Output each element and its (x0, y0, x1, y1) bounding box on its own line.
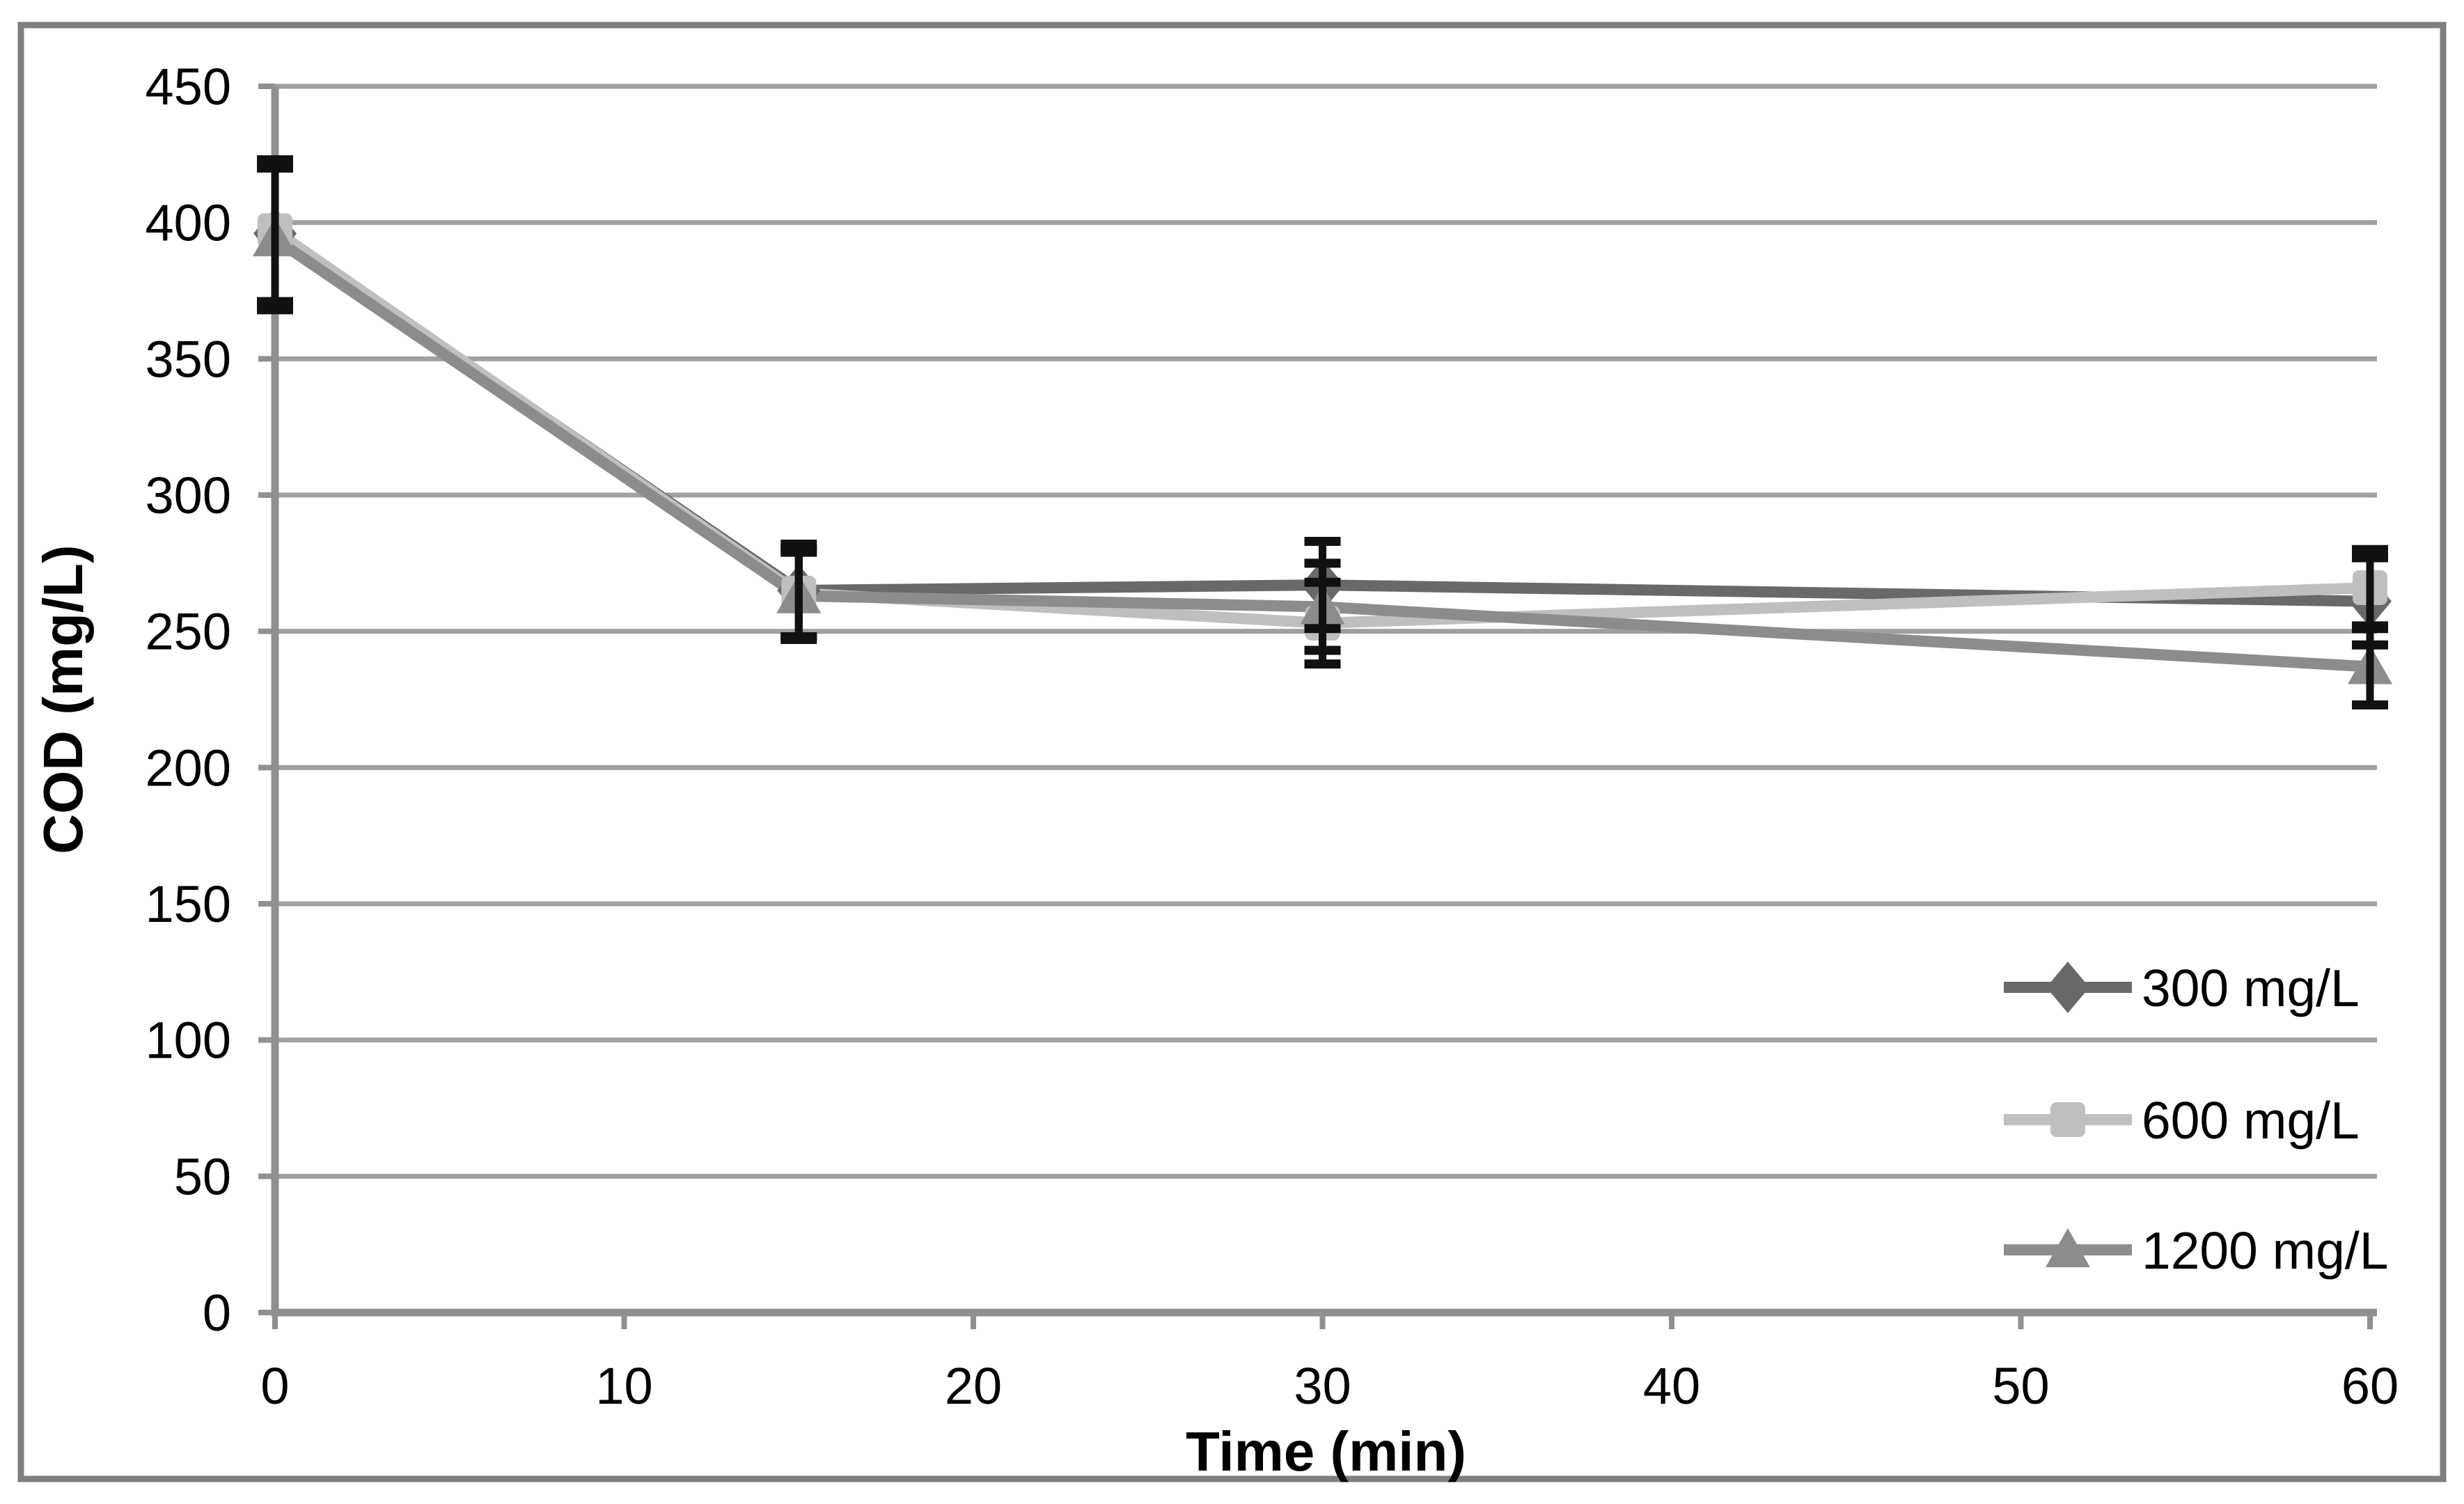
y-tick-label-0: 0 (203, 1284, 231, 1342)
legend-label-1200-mg-L: 1200 mg/L (2142, 1221, 2388, 1280)
x-tick-label-40: 40 (1643, 1357, 1700, 1415)
x-tick-label-20: 20 (945, 1357, 1002, 1415)
legend-marker-300-mg-L (2046, 962, 2089, 1013)
y-tick-label-150: 150 (146, 875, 231, 933)
y-tick-label-200: 200 (146, 739, 231, 797)
legend-marker-1200-mg-L (2046, 1228, 2090, 1267)
y-tick-label-50: 50 (174, 1147, 231, 1205)
y-axis-title: COD (mg/L) (32, 545, 94, 854)
figure-border (17, 22, 2447, 1482)
x-tick-label-30: 30 (1294, 1357, 1351, 1415)
series-line-1200-mg-L (272, 234, 2371, 673)
x-tick-label-50: 50 (1992, 1357, 2049, 1415)
y-tick-label-250: 250 (146, 603, 231, 661)
y-tick-label-400: 400 (146, 194, 231, 252)
y-tick-label-100: 100 (146, 1012, 231, 1070)
x-tick-label-10: 10 (595, 1357, 652, 1415)
y-tick-label-300: 300 (146, 467, 231, 524)
y-tick-label-350: 350 (146, 330, 231, 388)
legend-marker-600-mg-L (2050, 1102, 2085, 1137)
y-tick-label-450: 450 (146, 58, 231, 116)
x-tick-label-0: 0 (260, 1357, 289, 1415)
legend-label-600-mg-L: 600 mg/L (2142, 1091, 2360, 1150)
legend-label-300-mg-L: 300 mg/L (2142, 959, 2360, 1017)
x-tick-label-60: 60 (2341, 1357, 2399, 1415)
x-axis-title: Time (min) (1186, 1420, 1466, 1482)
